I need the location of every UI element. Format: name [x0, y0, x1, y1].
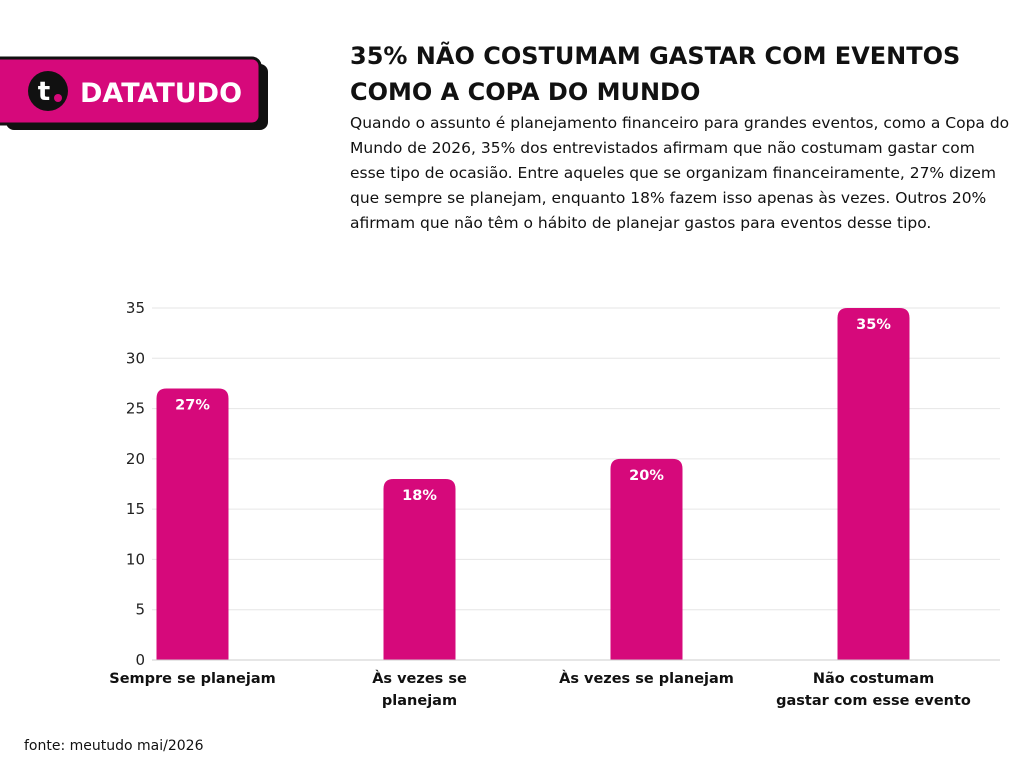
value-label: 20% — [629, 468, 664, 484]
x-tick-label: Não costumam gastar com esse evento — [776, 671, 971, 709]
chart-subtitle: Quando o assunto é planejamento financei… — [350, 114, 1010, 232]
y-tick-label: 5 — [135, 601, 145, 619]
logo-badge — [0, 56, 262, 126]
y-tick-label: 20 — [126, 450, 145, 468]
y-tick-label: 35 — [126, 299, 145, 317]
bar — [383, 478, 456, 660]
y-tick-label: 0 — [135, 651, 145, 668]
source: fonte: meutudo mai/2026 — [24, 738, 204, 754]
logo-dot — [54, 94, 62, 102]
value-label: 27% — [175, 397, 210, 413]
y-tick-label: 25 — [126, 400, 145, 418]
bar — [837, 308, 910, 660]
y-tick-label: 10 — [126, 550, 145, 568]
bar — [156, 388, 229, 660]
bar — [610, 458, 683, 660]
x-tick-label: Às vezes se planejam — [372, 671, 467, 709]
y-tick-label: 30 — [126, 349, 145, 367]
x-tick-label: Sempre se planejam — [109, 671, 276, 687]
chart-title: 35% NÃO COSTUMAM GASTAR COM EVENTOS COMO… — [350, 42, 961, 106]
x-tick-label: Às vezes se planejam — [559, 671, 734, 687]
y-tick-label: 15 — [126, 500, 145, 518]
logo-name: DATATUDO — [80, 78, 242, 109]
chart: 0 5 10 15 20 25 30 35 27% 18% 20% 35% — [126, 299, 1000, 668]
value-label: 35% — [856, 317, 891, 333]
logo: t DATATUDO — [0, 56, 268, 130]
value-label: 18% — [402, 488, 437, 504]
logo-mark: t — [38, 77, 50, 107]
